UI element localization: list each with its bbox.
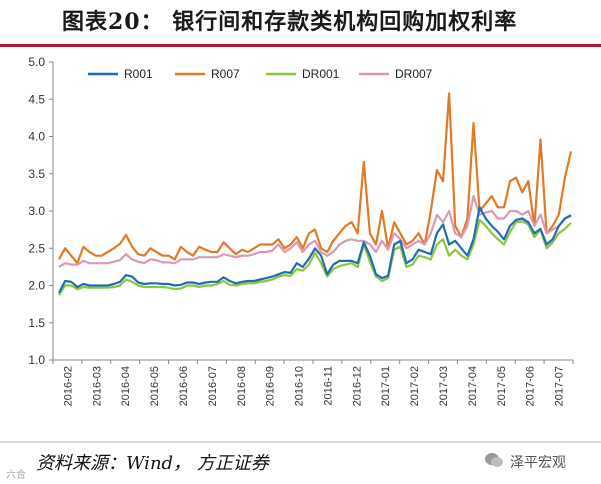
x-tick-label: 2016-02 — [62, 366, 74, 406]
footer-divider — [0, 441, 601, 443]
x-tick-label: 2016-04 — [120, 366, 132, 406]
series-line-dr007 — [58, 195, 572, 268]
x-tick-label: 2017-03 — [438, 366, 450, 406]
x-tick-label: 2017-02 — [409, 366, 421, 406]
series-line-dr001 — [58, 218, 572, 296]
wechat-icon — [485, 453, 503, 467]
y-tick-label: 3.0 — [28, 204, 45, 218]
x-tick-label: 2017-07 — [554, 366, 566, 406]
series-line-r007 — [58, 92, 573, 265]
y-tick-label: 4.5 — [28, 92, 45, 106]
x-tick-label: 2016-10 — [294, 366, 306, 406]
y-tick-label: 3.5 — [28, 167, 45, 181]
x-tick-label: 2016-09 — [265, 366, 277, 406]
line-chart: 1.0 1.5 2.0 2.5 3.0 3.5 4.0 4.5 5.0 2016-02 2016-0… — [28, 55, 574, 406]
legend-label-dr007: DR007 — [395, 67, 433, 81]
source-note: 资料来源：Wind， 方正证券 — [36, 453, 269, 474]
x-tick-label: 2016-08 — [236, 366, 248, 406]
y-tick-label: 1.0 — [28, 353, 45, 367]
legend-label-dr001: DR001 — [302, 67, 340, 81]
x-tick-label: 2016-03 — [91, 366, 103, 406]
x-tick-label: 2017-05 — [496, 366, 508, 406]
x-tick-label: 2017-06 — [525, 366, 537, 406]
chart-title: 图表20： 银行间和存款类机构回购加权利率 — [62, 9, 518, 35]
y-tick-label: 4.0 — [28, 130, 45, 144]
x-tick-label: 2016-12 — [351, 366, 363, 406]
x-tick-label: 2017-04 — [467, 366, 479, 406]
x-tick-label: 2016-11 — [322, 366, 334, 406]
legend-label-r001: R001 — [124, 67, 153, 81]
y-tick-label: 2.0 — [28, 279, 45, 293]
y-tick-label: 5.0 — [28, 55, 45, 69]
corner-mark: 六合 — [6, 470, 26, 481]
series-line-r001 — [58, 206, 572, 294]
title-bar: 图表20： 银行间和存款类机构回购加权利率 — [0, 0, 601, 47]
x-tick-label: 2016-06 — [178, 366, 190, 406]
x-tick-label: 2017-01 — [380, 366, 392, 406]
x-tick-label: 2016-05 — [149, 366, 161, 406]
y-tick-label: 2.5 — [28, 241, 45, 255]
x-tick-label: 2016-07 — [207, 366, 219, 406]
y-tick-label: 1.5 — [28, 316, 45, 330]
legend-label-r007: R007 — [211, 67, 240, 81]
watermark: 泽平宏观 — [510, 455, 566, 471]
